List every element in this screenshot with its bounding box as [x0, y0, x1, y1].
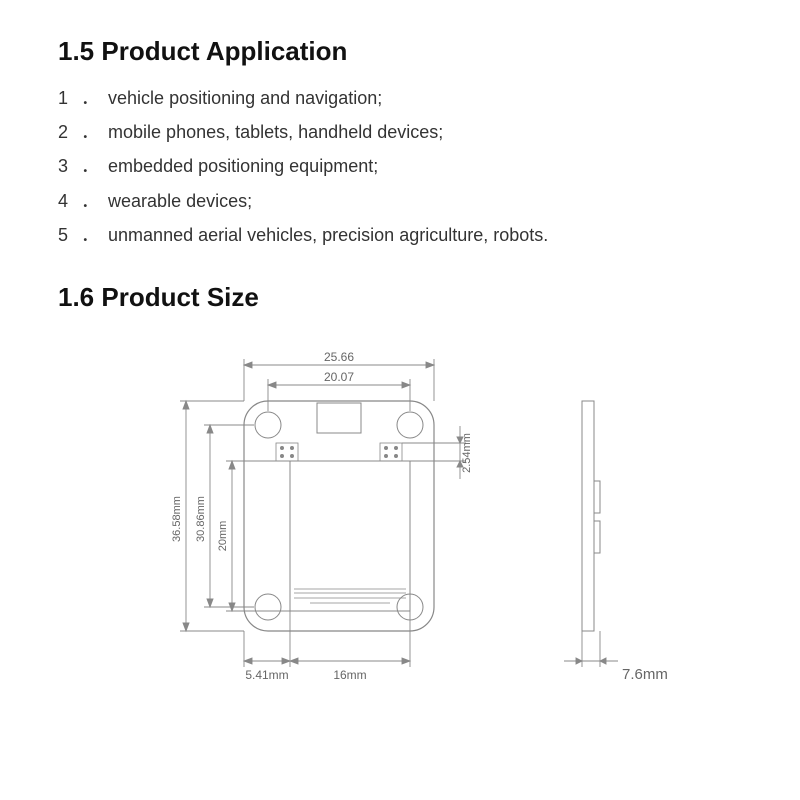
inner-detail — [294, 589, 406, 603]
dim-left-outer — [180, 401, 244, 631]
list-number: 2 — [58, 115, 76, 149]
pad-array-left — [276, 443, 298, 461]
dim-label-20w: 20.07 — [324, 370, 354, 384]
list-item: 5 ． unmanned aerial vehicles, precision … — [58, 218, 750, 252]
board-outline — [244, 401, 434, 631]
list-separator: ． — [81, 184, 103, 218]
list-separator: ． — [81, 115, 103, 149]
section-1-6-heading: 1.6 Product Size — [58, 282, 750, 313]
application-list: 1 ． vehicle positioning and navigation; … — [58, 81, 750, 252]
dim-left-inner — [226, 461, 290, 611]
list-number: 4 — [58, 184, 76, 218]
dim-label-20h: 20mm — [217, 521, 229, 552]
inner-shield — [290, 461, 410, 611]
mount-hole-tr — [397, 412, 423, 438]
dim-label-30: 30.86mm — [195, 496, 207, 542]
pad-array-right — [380, 443, 402, 461]
list-text: mobile phones, tablets, handheld devices… — [108, 122, 443, 142]
dim-bot-inset — [244, 611, 290, 667]
list-item: 1 ． vehicle positioning and navigation; — [58, 81, 750, 115]
dim-label-254: 2.54mm — [461, 433, 473, 473]
dim-side-thickness — [564, 631, 618, 667]
list-text: vehicle positioning and navigation; — [108, 88, 382, 108]
product-size-diagram: 25.66 20.07 36.58mm — [124, 331, 684, 711]
dim-label-541: 5.41mm — [245, 668, 288, 682]
top-connector — [317, 403, 361, 433]
mount-hole-tl — [255, 412, 281, 438]
side-view — [582, 401, 600, 631]
list-text: wearable devices; — [108, 191, 252, 211]
dim-label-36: 36.58mm — [171, 496, 183, 542]
dim-label-25: 25.66 — [324, 350, 354, 364]
list-number: 5 — [58, 218, 76, 252]
list-text: unmanned aerial vehicles, precision agri… — [108, 225, 548, 245]
list-text: embedded positioning equipment; — [108, 156, 378, 176]
list-separator: ． — [81, 149, 103, 183]
list-number: 3 — [58, 149, 76, 183]
dim-left-mid — [204, 425, 254, 607]
list-number: 1 — [58, 81, 76, 115]
dim-label-76: 7.6mm — [622, 666, 668, 683]
dim-bot-16 — [290, 611, 410, 667]
mount-hole-bl — [255, 594, 281, 620]
list-item: 4 ． wearable devices; — [58, 184, 750, 218]
list-separator: ． — [81, 218, 103, 252]
list-item: 2 ． mobile phones, tablets, handheld dev… — [58, 115, 750, 149]
dim-label-16: 16mm — [333, 668, 366, 682]
list-separator: ． — [81, 81, 103, 115]
list-item: 3 ． embedded positioning equipment; — [58, 149, 750, 183]
section-1-5-heading: 1.5 Product Application — [58, 36, 750, 67]
